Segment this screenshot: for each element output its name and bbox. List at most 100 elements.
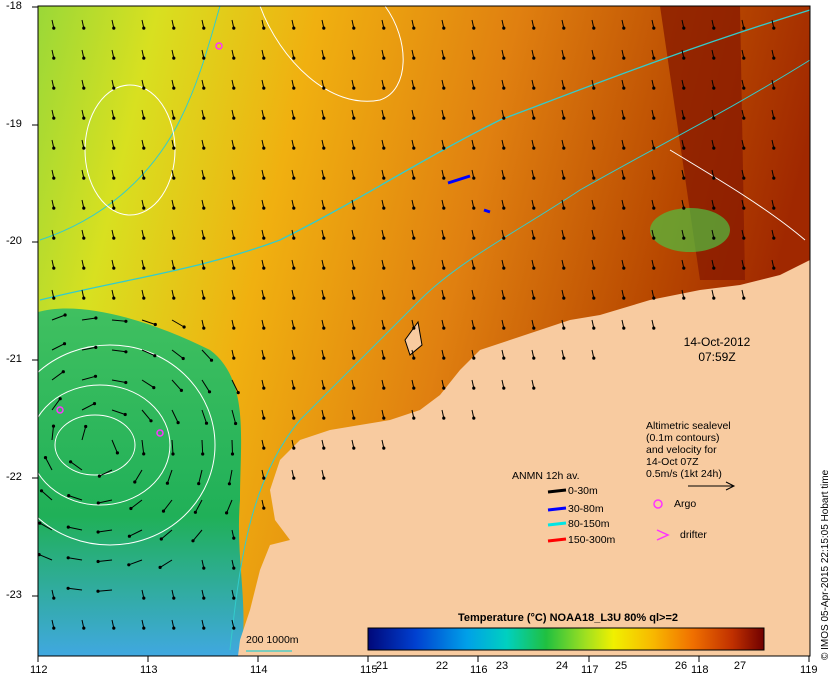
credit-text: © IMOS 05-Apr-2015 22:15:05 Hobart time — [820, 469, 831, 660]
velocity-arrow-head — [382, 236, 386, 240]
velocity-arrow-head — [209, 358, 214, 362]
velocity-arrow-head — [412, 116, 416, 120]
velocity-arrow-head — [262, 86, 266, 90]
velocity-arrow-head — [52, 296, 56, 300]
velocity-arrow-head — [292, 266, 296, 270]
velocity-arrow-head — [562, 356, 566, 360]
velocity-arrow-head — [532, 206, 536, 210]
velocity-arrow-head — [129, 506, 133, 511]
lon-ticks — [37, 656, 810, 662]
anmn-legend-item: 30-80m — [568, 503, 604, 515]
velocity-arrow-head — [652, 56, 656, 60]
velocity-arrow-head — [112, 296, 116, 300]
altimetry-note: Altimetric sealevel (0.1m contours) and … — [646, 420, 731, 480]
velocity-arrow-head — [82, 236, 86, 240]
velocity-arrow-head — [292, 476, 296, 480]
velocity-arrow-head — [382, 296, 386, 300]
velocity-arrow-head — [232, 596, 236, 600]
velocity-arrow-head — [322, 326, 326, 330]
velocity-arrow-head — [412, 416, 416, 420]
velocity-arrow-head — [232, 626, 236, 630]
anmn-legend-arrows — [547, 488, 567, 543]
velocity-arrow-head — [682, 206, 686, 210]
velocity-arrow — [81, 426, 87, 441]
velocity-arrow-head — [172, 56, 176, 60]
velocity-arrow-head — [112, 146, 116, 150]
lon-tick-label: 113 — [140, 664, 158, 676]
argo-marker — [215, 42, 223, 50]
velocity-arrow-head — [92, 402, 97, 406]
velocity-arrow-head — [292, 116, 296, 120]
velocity-arrow-head — [382, 56, 386, 60]
velocity-arrow-head — [382, 326, 386, 330]
velocity-arrow-head — [172, 296, 176, 300]
velocity-arrow-head — [742, 116, 746, 120]
velocity-arrow-head — [562, 56, 566, 60]
velocity-arrow-head — [127, 534, 131, 538]
velocity-arrow-head — [292, 446, 296, 450]
velocity-arrow-head — [772, 236, 776, 240]
anmn-legend-item: 150-300m — [568, 534, 616, 546]
velocity-arrow-head — [172, 176, 176, 180]
velocity-arrow-head — [93, 374, 98, 378]
velocity-arrow-head — [502, 116, 506, 120]
argo-legend-label: Argo — [674, 498, 697, 510]
velocity-arrow-head — [712, 56, 716, 60]
velocity-arrow-head — [442, 56, 446, 60]
velocity-arrow-head — [66, 556, 70, 560]
velocity-arrow-head — [292, 296, 296, 300]
velocity-arrow-head — [322, 86, 326, 90]
velocity-arrow-head — [52, 146, 56, 150]
velocity-arrow-head — [82, 116, 86, 120]
velocity-arrow — [111, 319, 126, 322]
velocity-arrow-head — [562, 146, 566, 150]
velocity-arrow — [98, 559, 113, 562]
velocity-arrow-head — [159, 537, 163, 541]
velocity-arrow-head — [322, 386, 326, 390]
velocity-arrow-head — [412, 86, 416, 90]
velocity-arrow-head — [472, 146, 476, 150]
velocity-arrow-head — [124, 319, 128, 323]
velocity-arrow-head — [322, 26, 326, 30]
anmn-legend-item: 80-150m — [568, 518, 610, 530]
velocity-arrow-head — [82, 86, 86, 90]
velocity-arrow-head — [181, 356, 185, 361]
velocity-arrow-head — [532, 56, 536, 60]
velocity-arrow-head — [532, 116, 536, 120]
velocity-arrow-head — [52, 26, 56, 30]
velocity-arrow-head — [352, 56, 356, 60]
velocity-arrow-head — [652, 116, 656, 120]
velocity-arrow-head — [232, 26, 236, 30]
lat-tick-label: -20 — [6, 235, 22, 247]
velocity-arrow-head — [292, 56, 296, 60]
velocity-arrow-head — [532, 386, 536, 390]
velocity-arrow — [231, 409, 237, 424]
green-patch — [650, 208, 730, 252]
lat-tick-label: -19 — [6, 118, 22, 130]
velocity-arrow-head — [82, 56, 86, 60]
argo-marker — [156, 429, 164, 437]
velocity-arrow — [51, 398, 61, 411]
velocity-arrow-head — [202, 56, 206, 60]
velocity-arrow-head — [442, 146, 446, 150]
sealevel-contour — [259, 5, 404, 102]
colorbar — [367, 627, 765, 651]
velocity-arrow-head — [622, 326, 626, 330]
velocity-arrow-head — [382, 266, 386, 270]
lon-tick-label: 112 — [30, 664, 48, 676]
velocity-arrow-head — [193, 510, 197, 514]
velocity-arrow — [166, 469, 173, 484]
velocity-arrow-head — [292, 146, 296, 150]
velocity-arrow-head — [772, 266, 776, 270]
velocity-arrow-head — [382, 86, 386, 90]
velocity-arrow-head — [322, 146, 326, 150]
velocity-arrow-head — [171, 452, 175, 456]
velocity-arrow-head — [52, 206, 56, 210]
velocity-arrow-head — [322, 176, 326, 180]
velocity-arrow-head — [123, 412, 127, 417]
velocity-arrow-head — [562, 236, 566, 240]
velocity-arrow-head — [112, 626, 116, 630]
velocity-arrow-head — [262, 476, 266, 480]
velocity-arrow — [228, 469, 233, 484]
velocity-arrow-head — [204, 421, 209, 425]
